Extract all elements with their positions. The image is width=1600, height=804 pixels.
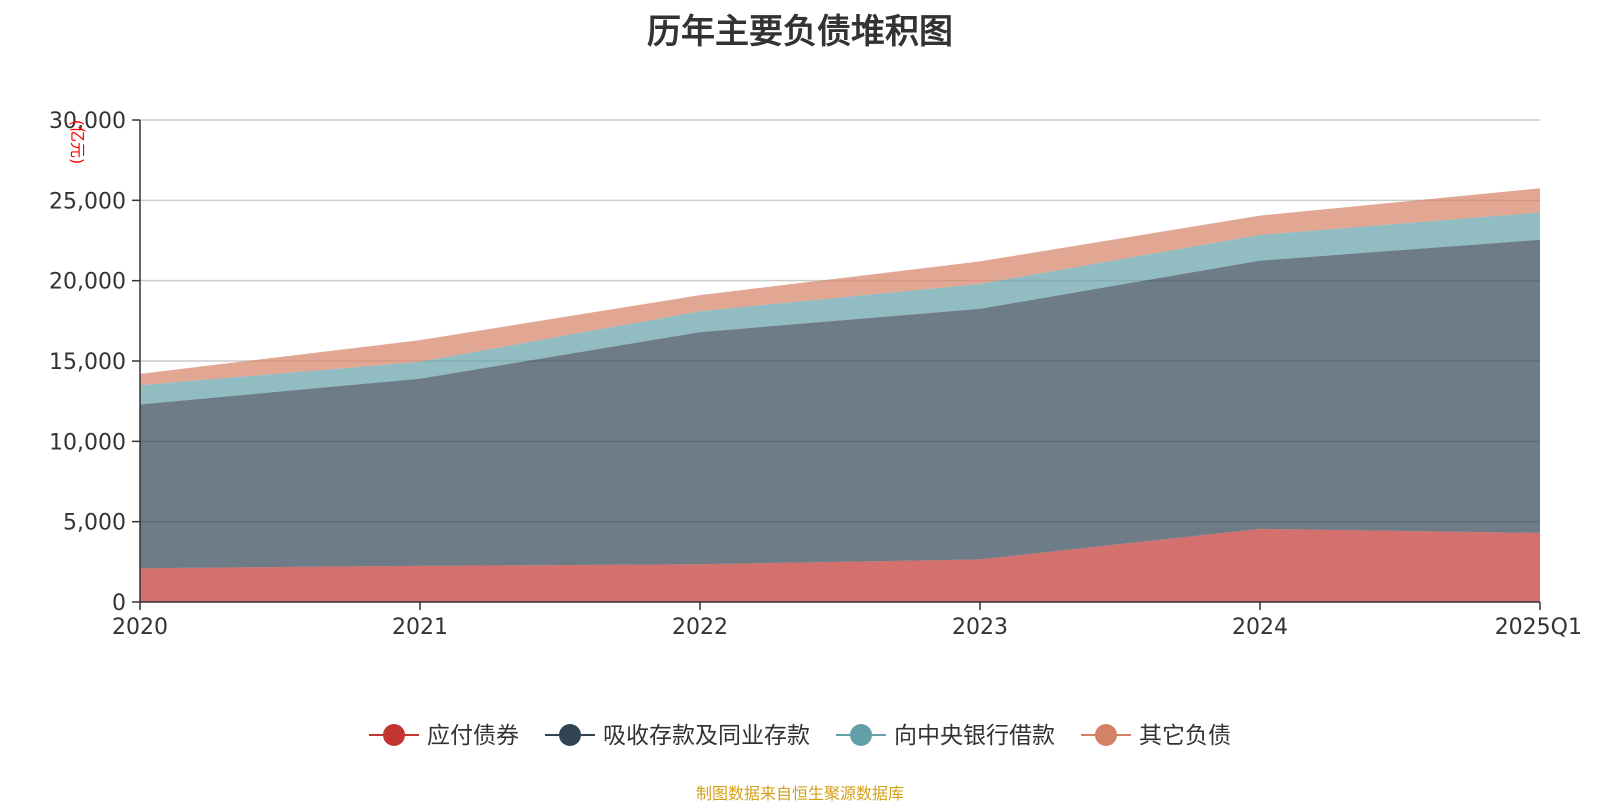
y-axis-unit: (亿元)	[68, 120, 87, 165]
legend-label: 向中央银行借款	[894, 723, 1055, 749]
area-series-3	[140, 212, 1540, 405]
legend-item-1[interactable]: 应付债券	[369, 723, 519, 749]
x-tick-label: 2024	[1232, 615, 1288, 640]
x-tick-label: 2021	[392, 615, 448, 640]
y-tick-label: 5,000	[63, 511, 126, 536]
legend-marker	[1095, 724, 1117, 746]
legend-label: 吸收存款及同业存款	[603, 723, 810, 749]
x-axis-ticks: 2020 2021 2022 2023 2024 2025Q1	[112, 602, 1582, 640]
legend-item-4[interactable]: 其它负债	[1081, 723, 1231, 749]
area-series-4	[140, 188, 1540, 386]
area-series-1	[140, 528, 1540, 602]
legend-item-2[interactable]: 吸收存款及同业存款	[545, 723, 810, 749]
legend-item-3[interactable]: 向中央银行借款	[836, 723, 1055, 749]
x-tick-label: 2020	[112, 615, 168, 640]
legend-label: 其它负债	[1139, 723, 1231, 749]
chart-title: 历年主要负债堆积图	[647, 12, 953, 52]
legend-marker	[850, 724, 872, 746]
y-tick-label: 0	[112, 591, 126, 616]
y-tick-label: 20,000	[49, 270, 126, 295]
legend-marker	[559, 724, 581, 746]
y-tick-label: 30,000	[49, 109, 126, 134]
x-tick-label: 2023	[952, 615, 1008, 640]
legend[interactable]: 应付债券 吸收存款及同业存款 向中央银行借款 其它负债	[369, 723, 1231, 749]
x-tick-label: 2022	[672, 615, 728, 640]
x-tick-label: 2025Q1	[1495, 615, 1582, 640]
area-series-2	[140, 239, 1540, 569]
y-axis-ticks: 0 5,000 10,000 15,000 20,000 25,000 30,000	[49, 109, 140, 616]
legend-label: 应付债券	[427, 723, 519, 749]
y-tick-label: 25,000	[49, 189, 126, 214]
area-series	[140, 188, 1540, 602]
y-tick-label: 15,000	[49, 350, 126, 375]
data-source-note: 制图数据来自恒生聚源数据库	[695, 784, 904, 803]
legend-marker	[383, 724, 405, 746]
y-tick-label: 10,000	[49, 430, 126, 455]
